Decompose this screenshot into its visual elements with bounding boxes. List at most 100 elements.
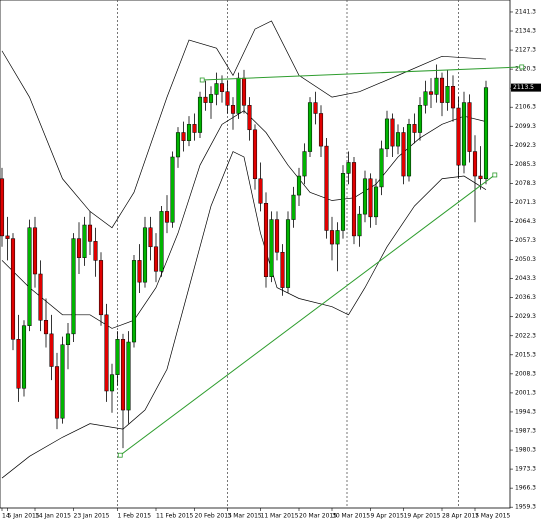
trendline-anchor [492,172,498,178]
candle-body [219,83,225,92]
y-tick-label: 1966.3 [515,485,536,492]
candle-body [137,260,142,283]
candle-body [87,224,93,242]
candle-body [225,91,230,106]
candle-body [236,77,241,114]
candle-body [423,91,428,106]
y-tick-label: 2050.3 [515,256,536,263]
x-tick-label: 28 Apr 2015 [442,513,479,520]
y-tick-label: 2029.3 [515,313,536,320]
candle-body [54,366,60,419]
candle-body [472,151,478,177]
candle-body [32,227,38,275]
candle-body [258,178,263,204]
y-tick-label: 1973.3 [515,466,536,473]
plot-area [0,0,511,509]
x-tick-label: 7 May 2015 [475,513,510,520]
candle-body [263,203,269,277]
candle-body [285,219,291,288]
candle-body [390,118,395,147]
y-tick-label: 2106.3 [515,104,536,111]
candle-body [335,230,340,245]
y-tick-label: 2022.3 [515,332,536,339]
x-tick-label: 5 Jan 2015 [8,513,40,520]
trendline [202,66,522,81]
candle-body [49,333,54,367]
x-tick-label: 1 Feb 2015 [118,513,152,520]
candle-body [483,87,489,180]
candle-body [27,227,32,326]
y-tick-label: 2099.3 [515,123,536,130]
candle-body [318,113,324,147]
y-tick-label: 2120.3 [515,66,536,73]
candle-body [351,162,357,237]
candle-body [247,105,252,131]
y-tick-label: 2134.3 [515,28,536,35]
candle-body [417,105,423,133]
candle-body [357,213,362,237]
candle-body [329,230,335,245]
candle-body [93,241,98,261]
y-tick-label: 2078.3 [515,180,536,187]
candle-body [192,124,197,133]
candle-body [214,83,219,95]
x-tick-label: 9 Apr 2015 [371,513,404,520]
candle-body [241,77,247,106]
candle-body [159,211,164,272]
candle-body [5,235,10,239]
candle-body [60,344,65,419]
candle-body [104,314,109,392]
candle-body [302,151,307,177]
candle-body [38,273,43,321]
candle-body [164,211,170,223]
y-tick-label: 1980.3 [515,447,536,454]
candle-body [109,374,115,392]
y-tick-label: 2092.3 [515,142,536,149]
candle-body [307,102,313,152]
candle-body [274,219,280,253]
y-tick-label: 2001.3 [515,389,536,396]
candle-body [98,260,104,316]
x-tick-label: 20 Mar 2015 [299,513,337,520]
trendline-anchor [199,77,205,83]
y-tick-label: 2043.3 [515,275,536,282]
candle-body [478,175,483,180]
candle-body [230,105,236,114]
band [1,151,487,479]
y-tick-label: 2036.3 [515,294,536,301]
candle-body [186,124,192,141]
x-tick-label: 30 Mar 2015 [332,513,370,520]
candle-body [21,325,27,389]
candle-body [82,224,87,258]
candle-body [340,173,346,231]
candle-body [395,132,401,147]
candle-body [252,129,258,180]
y-tick-label: 2064.3 [515,218,536,225]
candle-body [71,238,76,335]
y-tick-label: 1987.3 [515,427,536,434]
price-label: 2113.5 [513,84,534,91]
candle-body [142,227,148,283]
candle-body [401,132,406,177]
candle-body [406,124,412,177]
candle-body [368,178,373,218]
candle-body [197,96,203,133]
y-tick-label: 2141.3 [515,8,536,15]
price-box [511,83,541,92]
candle-body [439,77,445,103]
trendline-anchor [519,64,525,70]
y-tick-label: 2015.3 [515,351,536,358]
candle-body [115,339,120,375]
candle-body [445,86,450,103]
x-tick-label: 11 Mar 2015 [261,513,299,520]
candle-body [467,102,472,152]
candle-body [461,102,467,166]
candle-body [181,132,186,141]
x-tick-label: 19 Apr 2015 [404,513,441,520]
candle-body [76,238,82,258]
candle-body [379,148,384,188]
y-tick-label: 2057.3 [515,237,536,244]
candle-body [412,124,417,133]
candle-body [313,102,318,114]
